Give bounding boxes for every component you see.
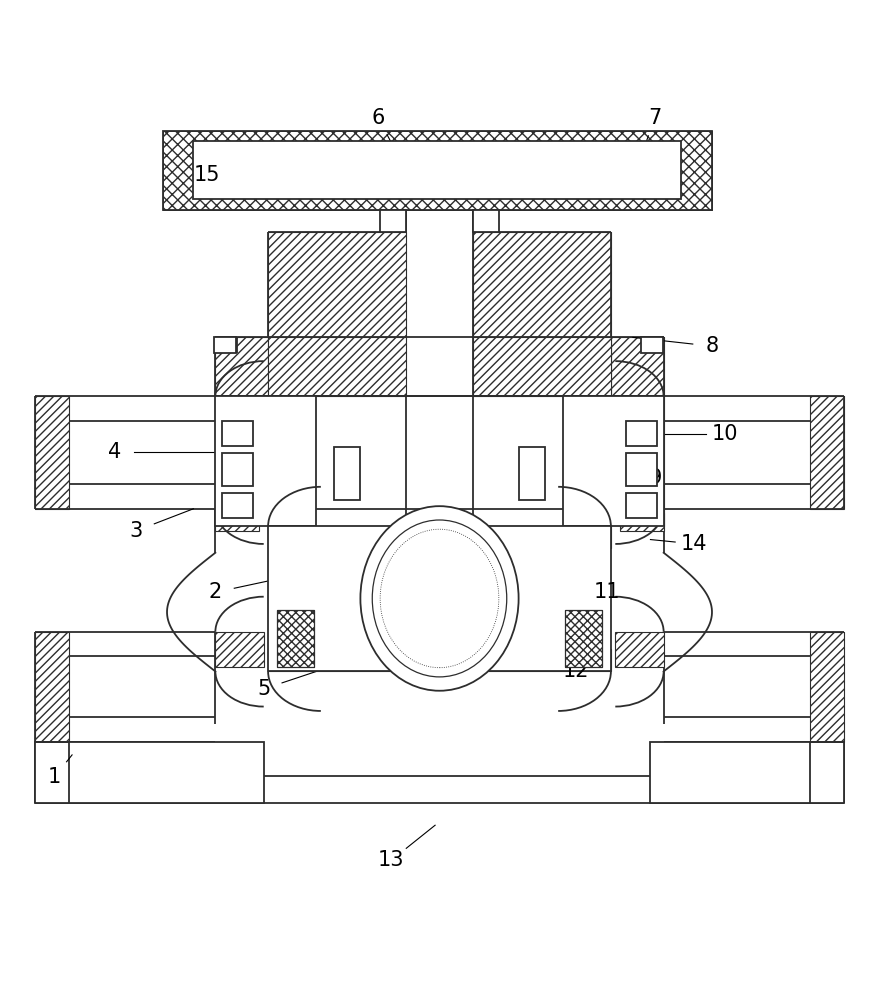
Bar — [810, 396, 843, 509]
Bar — [565, 610, 601, 667]
Bar — [35, 742, 263, 803]
Bar — [222, 421, 253, 446]
Bar — [214, 337, 236, 353]
Bar — [268, 526, 610, 548]
Bar — [472, 337, 610, 396]
Bar — [277, 610, 313, 667]
Bar — [615, 632, 663, 667]
Bar — [640, 337, 662, 353]
Bar — [562, 396, 663, 526]
Bar — [625, 453, 656, 486]
Bar — [334, 447, 360, 500]
Bar — [810, 632, 843, 742]
Bar — [193, 141, 680, 199]
Text: 15: 15 — [193, 165, 220, 185]
Ellipse shape — [360, 506, 518, 691]
Bar — [650, 742, 843, 803]
Bar — [472, 210, 499, 232]
Bar — [565, 610, 601, 667]
Bar — [472, 232, 610, 337]
Bar — [35, 396, 68, 509]
Text: 2: 2 — [208, 582, 222, 602]
Text: 11: 11 — [593, 582, 619, 602]
Bar — [215, 337, 268, 396]
Bar — [619, 513, 663, 531]
Bar — [625, 421, 656, 446]
Bar — [215, 513, 259, 531]
Bar — [215, 396, 316, 526]
Bar — [625, 493, 656, 518]
Bar — [268, 649, 610, 671]
Bar — [277, 610, 313, 667]
Text: 4: 4 — [107, 442, 121, 462]
Text: 1: 1 — [47, 767, 61, 787]
Text: 5: 5 — [256, 679, 270, 699]
Text: 14: 14 — [680, 534, 707, 554]
Bar — [268, 232, 406, 337]
Bar — [222, 453, 253, 486]
Text: 6: 6 — [371, 108, 385, 128]
Bar — [268, 337, 406, 396]
Text: 12: 12 — [562, 661, 588, 681]
Bar — [268, 526, 610, 671]
Bar — [610, 337, 663, 396]
Text: 10: 10 — [711, 424, 738, 444]
Bar — [379, 210, 406, 232]
Bar — [35, 632, 68, 742]
Text: 3: 3 — [129, 521, 143, 541]
Text: 13: 13 — [378, 850, 404, 870]
Text: 9: 9 — [647, 468, 661, 488]
Bar — [518, 447, 544, 500]
Bar — [162, 131, 711, 210]
Bar — [222, 493, 253, 518]
Bar — [215, 632, 263, 667]
Bar — [162, 131, 711, 210]
Text: 7: 7 — [647, 108, 661, 128]
Text: 8: 8 — [705, 336, 717, 356]
Ellipse shape — [372, 520, 506, 677]
Bar — [215, 396, 224, 526]
Bar — [654, 396, 663, 526]
